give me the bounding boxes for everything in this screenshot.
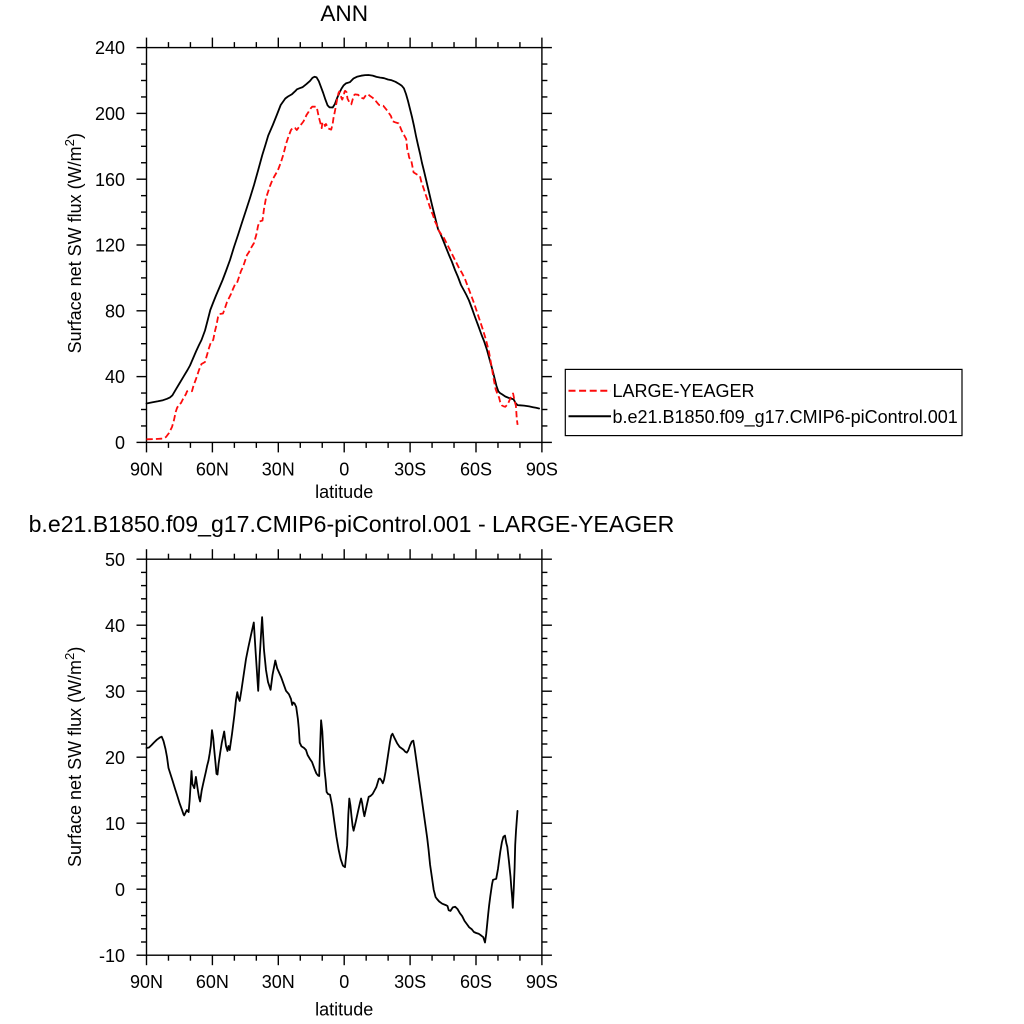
svg-text:60N: 60N (196, 972, 229, 992)
svg-text:0: 0 (339, 972, 349, 992)
svg-text:30S: 30S (394, 972, 426, 992)
svg-text:30N: 30N (262, 460, 295, 480)
svg-text:0: 0 (339, 460, 349, 480)
svg-text:60S: 60S (460, 972, 492, 992)
svg-text:60N: 60N (196, 460, 229, 480)
svg-text:0: 0 (115, 880, 125, 900)
svg-text:10: 10 (105, 814, 125, 834)
svg-text:50: 50 (105, 550, 125, 570)
svg-text:40: 40 (105, 367, 125, 387)
svg-text:90S: 90S (526, 972, 558, 992)
svg-text:90N: 90N (130, 460, 163, 480)
svg-text:0: 0 (115, 433, 125, 453)
svg-text:90N: 90N (130, 972, 163, 992)
svg-text:latitude: latitude (315, 1000, 373, 1020)
svg-text:30N: 30N (262, 972, 295, 992)
svg-text:b.e21.B1850.f09_g17.CMIP6-piCo: b.e21.B1850.f09_g17.CMIP6-piControl.001 (613, 407, 958, 428)
svg-text:LARGE-YEAGER: LARGE-YEAGER (613, 381, 755, 401)
svg-text:ANN: ANN (320, 1, 368, 26)
svg-text:200: 200 (95, 104, 125, 124)
svg-text:-10: -10 (99, 946, 125, 966)
svg-text:Surface net SW flux (W/m2): Surface net SW flux (W/m2) (62, 133, 85, 353)
svg-text:latitude: latitude (315, 482, 373, 502)
svg-text:240: 240 (95, 38, 125, 58)
svg-text:Surface net SW flux (W/m2): Surface net SW flux (W/m2) (62, 647, 85, 867)
svg-text:20: 20 (105, 748, 125, 768)
svg-text:60S: 60S (460, 460, 492, 480)
svg-text:80: 80 (105, 301, 125, 321)
svg-text:40: 40 (105, 616, 125, 636)
svg-text:30S: 30S (394, 460, 426, 480)
svg-text:160: 160 (95, 170, 125, 190)
svg-text:90S: 90S (526, 460, 558, 480)
svg-text:b.e21.B1850.f09_g17.CMIP6-piCo: b.e21.B1850.f09_g17.CMIP6-piControl.001 … (29, 511, 675, 537)
svg-text:30: 30 (105, 682, 125, 702)
svg-text:120: 120 (95, 236, 125, 256)
